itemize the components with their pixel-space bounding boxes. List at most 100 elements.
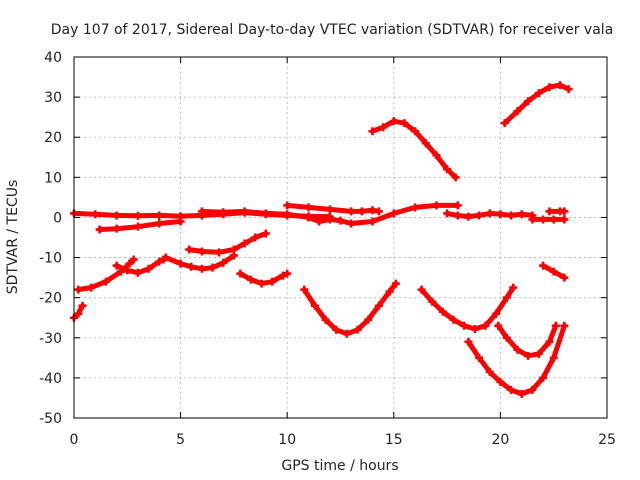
data-point [551,321,560,330]
data-point [517,210,526,219]
data-point [374,301,383,310]
data-point [357,207,366,216]
data-point [524,97,533,106]
data-point [443,209,452,218]
data-point [560,207,569,216]
data-point [389,117,398,126]
data-point [112,224,121,233]
data-point [438,307,447,316]
data-point [539,215,548,224]
data-point [283,210,292,219]
data-point [304,203,313,212]
series-arc-14 [443,209,537,221]
y-axis-label: SDTVAR / TECUs [5,180,21,295]
series-line [465,323,567,397]
y-tick-label: -40 [39,371,62,387]
x-tick-label: 0 [70,432,79,448]
data-point [304,213,313,222]
data-point [507,385,516,394]
x-axis-label: GPS time / hours [281,458,398,474]
series-arc-3 [95,217,185,234]
data-point [240,239,249,248]
data-point [374,207,383,216]
data-point [528,215,537,224]
series-arc-19 [545,207,569,216]
data-point [494,321,503,330]
data-point [197,247,206,256]
data-point [229,245,238,254]
data-point [315,217,324,226]
y-tick-label: -50 [39,411,62,427]
data-point [513,345,522,354]
series-arc-4 [74,255,138,294]
data-point [129,255,138,264]
series-line [301,281,399,337]
x-tick-label: 20 [491,432,509,448]
data-point [176,217,185,226]
data-point [368,217,377,226]
data-point [187,262,196,271]
data-point [549,267,558,276]
data-point [197,264,206,273]
series-arc-16 [494,321,560,360]
data-point [451,173,460,182]
series-arc-9 [197,201,462,228]
data-point [78,301,87,310]
data-point [364,315,373,324]
series-arc-7 [185,229,270,257]
data-point [112,211,121,220]
x-tick-label: 25 [598,432,616,448]
data-point [411,127,420,136]
data-point [485,209,494,218]
data-point [534,89,543,98]
data-point [161,253,170,262]
data-point [87,283,96,292]
data-point [453,211,462,220]
data-point [133,211,142,220]
y-tick-label: 40 [44,50,62,66]
data-point [545,83,554,92]
series-arc-15 [464,321,569,398]
data-point [389,209,398,218]
data-point [475,353,484,362]
data-point [502,333,511,342]
x-tick-label: 5 [176,432,185,448]
data-point [332,325,341,334]
series-arc-12 [368,117,460,182]
plot-frame [73,56,608,419]
x-tick-label: 15 [385,432,403,448]
y-tick-label: -10 [39,251,62,267]
data-point [368,127,377,136]
data-point [443,165,452,174]
data-point [432,151,441,160]
data-point [556,81,565,90]
data-point [95,225,104,234]
data-point [240,207,249,216]
data-point [321,315,330,324]
series-arc-6 [161,251,238,273]
data-point [502,293,511,302]
data-point [300,285,309,294]
data-point [485,367,494,376]
data-point [246,275,255,284]
data-point [539,261,548,270]
data-point [453,201,462,210]
data-point [560,215,569,224]
data-point [428,297,437,306]
data-point [492,309,501,318]
data-point [449,315,458,324]
data-point [549,215,558,224]
data-point [460,321,469,330]
series-arc-18 [528,215,569,224]
data-point [185,245,194,254]
data-point [336,216,345,225]
data-point [549,353,558,362]
data-point [74,309,83,318]
data-point [509,283,518,292]
y-tick-label: -20 [39,291,62,307]
data-point [347,219,356,228]
x-tick-label: 10 [278,432,296,448]
series-arc-10 [283,201,383,216]
data-point [432,201,441,210]
